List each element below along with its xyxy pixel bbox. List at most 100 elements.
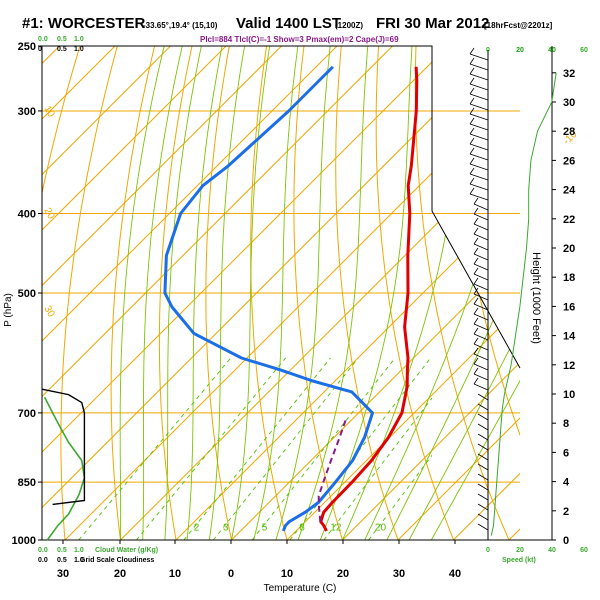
cloud-top-tick-b: 1.0 bbox=[74, 46, 84, 53]
temperature-tick-label: 30 bbox=[57, 568, 69, 580]
pressure-tick-label: 500 bbox=[18, 288, 36, 300]
height-tick-label: 18 bbox=[563, 272, 575, 284]
wind-barb bbox=[473, 313, 489, 321]
utc-time: (1200Z) bbox=[335, 21, 363, 30]
wind-barb bbox=[473, 213, 489, 221]
wind-bottom-tick-a: 0 bbox=[486, 547, 490, 554]
wind-barb-feather bbox=[473, 207, 479, 215]
wind-barb bbox=[469, 103, 489, 111]
wind-barb-feather bbox=[469, 147, 475, 155]
cloud-top-tick-b: 0.5 bbox=[57, 46, 67, 53]
wind-barb-feather bbox=[473, 347, 479, 355]
dry-adiabat-line bbox=[335, 46, 405, 540]
wind-barb-feather bbox=[473, 317, 479, 325]
wind-barb bbox=[477, 433, 489, 441]
wind-barb bbox=[477, 453, 489, 461]
wind-barb-feather bbox=[469, 117, 475, 125]
mixing-ratio-label: 2 bbox=[194, 522, 200, 533]
cloud-top-tick-a: 0.5 bbox=[57, 36, 67, 43]
wind-bottom-tick-b: 40 bbox=[548, 547, 556, 554]
wind-barb-feather bbox=[469, 177, 475, 185]
dry-adiabat-line bbox=[293, 46, 349, 540]
wind-barb-feather bbox=[473, 277, 479, 285]
wind-barb-feather bbox=[469, 137, 475, 145]
isotherm-line bbox=[397, 46, 520, 540]
wind-barb-feather bbox=[469, 67, 475, 75]
forecast-info: [18hrFcst@2201z] bbox=[484, 21, 553, 30]
wind-barb bbox=[473, 303, 489, 311]
wind-barb-feather bbox=[473, 337, 479, 345]
wind-top-tick-b: 60 bbox=[580, 47, 588, 54]
parcel-profile bbox=[317, 420, 347, 522]
cloudiness-label: Grid Scale Cloudiness bbox=[80, 557, 154, 564]
wind-barb bbox=[473, 383, 489, 391]
wind-barb bbox=[473, 223, 489, 231]
cloud-panel: 0.0 0.5 1.0 0 0.5 1.0 0.0 0.5 1.0 0.0 0.5 1.0 bbox=[38, 36, 86, 564]
height-tick-label: 32 bbox=[563, 68, 575, 80]
moist-adiabat-line bbox=[208, 46, 246, 540]
wind-bottom-tick-b: 60 bbox=[580, 547, 588, 554]
dry-adiabat-line bbox=[414, 46, 518, 540]
wind-barb bbox=[477, 493, 489, 501]
mixing-ratio-label: 3 bbox=[223, 522, 229, 533]
wind-barb bbox=[477, 513, 489, 521]
height-tick-label: 10 bbox=[563, 389, 575, 401]
wind-barb bbox=[469, 183, 489, 191]
cloud-water-line bbox=[43, 396, 86, 541]
height-tick-label: 24 bbox=[563, 185, 576, 197]
moist-adiabat-line bbox=[430, 46, 520, 540]
frame-top-right bbox=[42, 45, 521, 369]
wind-barb-feather bbox=[473, 377, 479, 385]
wind-barb bbox=[473, 343, 489, 351]
wind-top-tick-b: 40 bbox=[548, 47, 556, 54]
dry-adiabat-label: 30 bbox=[41, 304, 56, 320]
wind-barb-feather bbox=[469, 97, 475, 105]
moist-adiabat-line bbox=[186, 46, 223, 540]
wind-barb-feather bbox=[473, 267, 479, 275]
wind-barb bbox=[477, 413, 489, 421]
height-tick-label: 22 bbox=[563, 214, 575, 226]
wind-top-tick-a: 0 bbox=[486, 47, 490, 54]
valid-time: Valid 1400 LST bbox=[236, 15, 341, 32]
isotherm-line bbox=[175, 46, 520, 540]
isotherm-line bbox=[42, 46, 171, 540]
moist-adiabat-line bbox=[408, 46, 520, 540]
moist-adiabat-line bbox=[164, 46, 202, 540]
wind-barb bbox=[477, 393, 489, 401]
height-tick-label: 30 bbox=[563, 97, 575, 109]
wind-barb-feather bbox=[469, 127, 475, 135]
cloud-bottom-tick-a: 0.0 bbox=[38, 547, 48, 554]
wind-speed-label: Speed (kt) bbox=[502, 557, 536, 564]
isotherm-line bbox=[42, 46, 227, 540]
wind-bottom-tick-a: 20 bbox=[516, 547, 524, 554]
sounding-profiles bbox=[163, 65, 419, 532]
wind-barb-feather bbox=[469, 167, 475, 175]
moist-adiabat-group bbox=[119, 46, 520, 540]
height-tick-label: 0 bbox=[563, 535, 569, 547]
isotherm-line bbox=[42, 46, 449, 540]
moist-adiabat-line bbox=[142, 46, 183, 540]
stability-indices: Plcl=884 Tlcl(C)=-1 Show=3 Pmax(em)=2 Ca… bbox=[200, 35, 399, 44]
wind-barb-feather bbox=[469, 187, 475, 195]
pressure-tick-label: 300 bbox=[18, 106, 36, 118]
station-title: #1: WORCESTER bbox=[22, 15, 146, 32]
wind-barb bbox=[469, 133, 489, 141]
wind-barb bbox=[473, 263, 489, 271]
cloud-top-tick-b: 0 bbox=[38, 46, 42, 53]
wind-barb bbox=[473, 333, 489, 341]
height-tick-label: 28 bbox=[563, 126, 575, 138]
height-tick-label: 4 bbox=[563, 477, 570, 489]
isotherm-line bbox=[42, 46, 504, 540]
pressure-tick-label: 1000 bbox=[12, 535, 36, 547]
wind-barb bbox=[473, 363, 489, 371]
wind-barb bbox=[469, 73, 489, 81]
wind-speed-line bbox=[490, 72, 557, 536]
temperature-tick-label: 20 bbox=[114, 568, 126, 580]
isotherm-line bbox=[42, 46, 282, 540]
wind-barb bbox=[473, 293, 489, 301]
pressure-tick-label: 250 bbox=[18, 41, 36, 53]
height-tick-label: 26 bbox=[563, 155, 575, 167]
